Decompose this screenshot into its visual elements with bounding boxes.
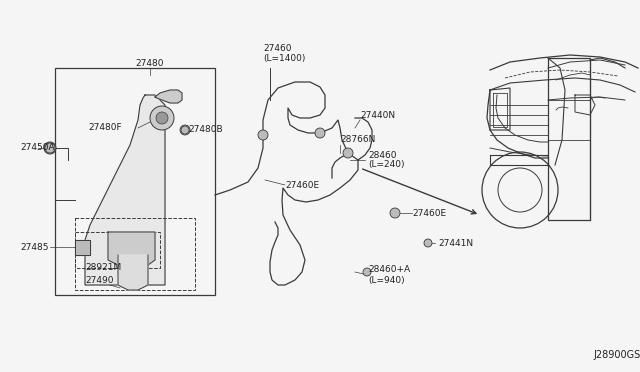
Circle shape — [363, 268, 371, 276]
Circle shape — [45, 143, 55, 153]
Text: 28766N: 28766N — [340, 135, 376, 144]
Text: (L=1400): (L=1400) — [263, 54, 305, 63]
Text: 27480B: 27480B — [188, 125, 223, 135]
Circle shape — [150, 106, 174, 130]
Circle shape — [44, 142, 56, 154]
Circle shape — [156, 112, 168, 124]
Bar — [75, 232, 160, 268]
Polygon shape — [155, 90, 182, 103]
Bar — [55, 68, 215, 295]
Text: 28460: 28460 — [368, 151, 397, 160]
Circle shape — [343, 148, 353, 158]
Circle shape — [390, 208, 400, 218]
Polygon shape — [85, 95, 165, 285]
Text: 27490: 27490 — [85, 276, 113, 285]
Circle shape — [424, 239, 432, 247]
Polygon shape — [118, 255, 148, 290]
Text: 28460+A: 28460+A — [368, 266, 410, 275]
Text: 27450A: 27450A — [20, 144, 54, 153]
Text: 27480: 27480 — [136, 59, 164, 68]
Circle shape — [258, 130, 268, 140]
Bar — [75, 218, 195, 290]
Circle shape — [181, 126, 189, 134]
Text: 28921M: 28921M — [85, 263, 121, 273]
Polygon shape — [75, 240, 90, 255]
Circle shape — [315, 128, 325, 138]
Text: 27440N: 27440N — [360, 110, 395, 119]
Text: 27485: 27485 — [20, 243, 49, 251]
Text: 27441N: 27441N — [438, 238, 473, 247]
Text: (L=940): (L=940) — [368, 276, 404, 285]
Text: 27460E: 27460E — [412, 208, 446, 218]
Text: 27480F: 27480F — [88, 124, 122, 132]
Text: J28900GS: J28900GS — [593, 350, 640, 360]
Circle shape — [180, 125, 190, 135]
Text: 27460E: 27460E — [285, 180, 319, 189]
Polygon shape — [108, 232, 155, 268]
Text: 27460: 27460 — [263, 44, 291, 53]
Text: (L=240): (L=240) — [368, 160, 404, 170]
